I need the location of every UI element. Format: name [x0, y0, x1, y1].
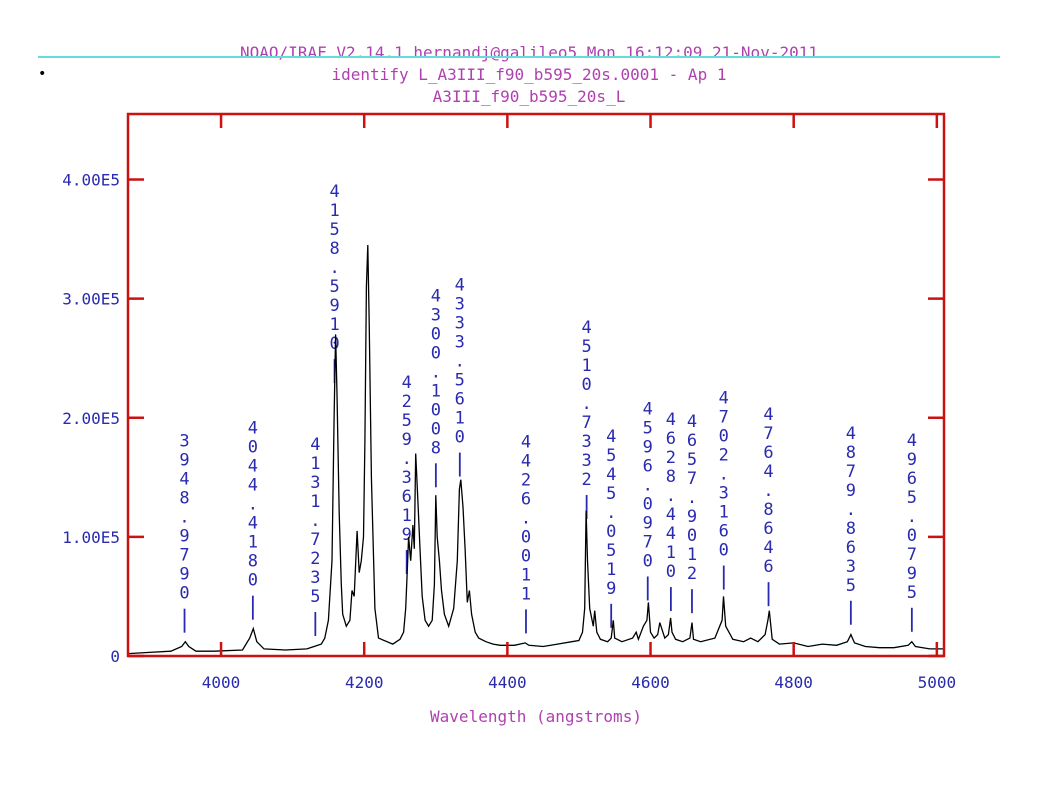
y-axis-ticks: 0 1.00E5 2.00E5 3.00E5 4.00E5	[62, 171, 944, 666]
x-axis-ticks: 4000 4200 4400 4600 4800 5000	[202, 114, 956, 692]
x-tick-label: 4800	[774, 673, 813, 692]
x-tick-label: 4600	[631, 673, 670, 692]
y-tick-label: 3.00E5	[62, 290, 120, 309]
y-tick-label: 0	[110, 647, 120, 666]
x-tick-label: 4200	[345, 673, 384, 692]
spectrum-line	[127, 244, 944, 655]
y-tick-label: 2.00E5	[62, 409, 120, 428]
x-tick-label: 4000	[202, 673, 241, 692]
line-identifications: 3 9 4 8. 9 7 9 0 4 0 4 4. 4 1 8 0 4 1 3 1. 7 2 3 5 4 1 5 8. 5 9 1 0 4 2 5 9…	[179, 182, 917, 636]
header-line-3: A3III_f90_b595_20s_L	[432, 87, 626, 106]
x-axis-label: Wavelength (angstroms)	[430, 707, 642, 726]
header-line-2: identify L_A3III_f90_b595_20s.0001 - Ap …	[331, 65, 727, 84]
y-tick-label: 4.00E5	[62, 171, 120, 190]
x-tick-label: 5000	[918, 673, 957, 692]
cursor-icon: •	[38, 66, 47, 82]
y-tick-label: 1.00E5	[62, 528, 120, 547]
axes-frame	[126, 112, 946, 658]
x-tick-label: 4400	[488, 673, 527, 692]
